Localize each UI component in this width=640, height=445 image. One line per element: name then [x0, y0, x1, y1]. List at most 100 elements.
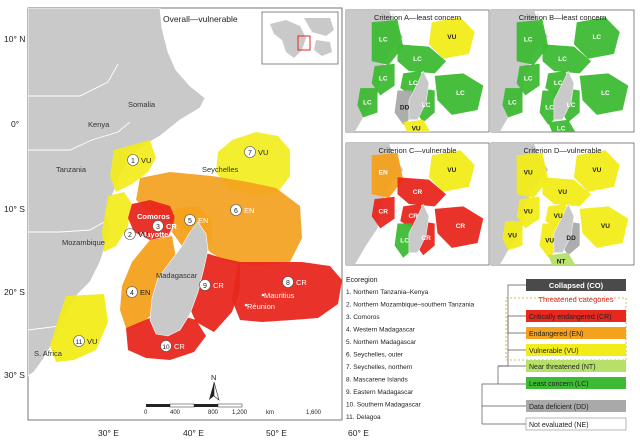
panel-c-label-3: VU: [447, 167, 456, 174]
lon-label-30e: 30° E: [98, 428, 119, 438]
panel-d-label-3: VU: [592, 167, 601, 174]
panel-a-region-10: [357, 88, 378, 118]
legend-label-ne: Not evaluated (NE): [529, 422, 589, 429]
criterion-panel-b: LC LC LC LC LC LC LC LC LC LC Criterion B—least co…: [490, 9, 635, 133]
panel-a-label-2: LC: [379, 75, 388, 82]
panel-a-label-10: LC: [363, 100, 372, 107]
svg-text:400: 400: [170, 410, 181, 416]
svg-text:1,600: 1,600: [306, 410, 322, 416]
criteria-panels: LC LC VU LC LC LC LC DD VU LC Criterion A—least co…: [345, 9, 635, 266]
panel-d-label-2: VU: [524, 208, 533, 215]
lon-label-60e: 60° E: [348, 428, 369, 438]
legend-swatch-co: [526, 279, 626, 291]
panel-b-region-3: [573, 17, 620, 59]
svg-text:7: 7: [248, 150, 252, 157]
criterion-panel-a: LC LC VU LC LC LC LC DD VU LC Criterion A—least co…: [345, 9, 490, 133]
legend-swatch-lc: [526, 377, 626, 389]
island-mauritius: Mauritius: [264, 291, 295, 300]
panel-b-label-1: LC: [524, 36, 533, 43]
madagascar-landmass: [408, 70, 430, 121]
panel-d-label-1: VU: [524, 169, 533, 176]
panel-b-region-1: [516, 19, 549, 65]
svg-text:VU: VU: [141, 156, 151, 165]
lat-label-30s: 30° S: [4, 370, 25, 380]
panel-c-region-3: [428, 150, 475, 192]
legend-label-nt: Near threatened (NT): [529, 364, 596, 371]
ecoregion-heading: Ecoregion: [346, 277, 378, 284]
panel-d-region-10: [502, 221, 523, 251]
svg-text:N: N: [211, 373, 216, 382]
legend-swatch-cr: [526, 310, 626, 322]
lat-label-20s: 20° S: [4, 287, 25, 297]
panel-c-region-1: [371, 152, 404, 198]
svg-text:1: 1: [131, 158, 135, 165]
svg-text:11: 11: [76, 339, 83, 346]
criterion-panel-c: EN CR VU CR CR CR CR LC Criterion C—vulnerable: [345, 142, 490, 266]
panel-d-region-2: [516, 196, 540, 229]
svg-text:9: 9: [203, 283, 207, 290]
panel-d-label-4: VU: [558, 189, 567, 196]
legend-swatch-ne: [525, 417, 627, 431]
panel-c-title: Criterion C—vulnerable: [379, 146, 457, 155]
panel-d-label-8: VU: [545, 238, 554, 245]
svg-text:CR: CR: [296, 278, 307, 287]
legend-threatened-heading: Threatened categories: [538, 295, 613, 304]
panel-a-region-2: [371, 63, 395, 96]
ecoregion-list-item: 7. Seychelles, northern: [346, 364, 413, 371]
svg-text:4: 4: [130, 290, 134, 297]
region-marker-11: 11 VU: [73, 335, 97, 347]
criterion-panel-d: VU VU VU VU VU VU DD VU NT VU Criterion D—vulnerab…: [490, 142, 635, 266]
region-marker-9: 9 CR: [199, 279, 224, 291]
region-marker-2: 2 VU: [124, 228, 148, 240]
panel-d-region-9: [548, 252, 576, 265]
svg-text:8: 8: [286, 280, 290, 287]
svg-text:CR: CR: [174, 342, 185, 351]
ecoregion-list-item: 4. Western Madagascar: [346, 327, 416, 334]
svg-text:0: 0: [144, 410, 148, 416]
legend-label-en: Endangered (EN): [529, 331, 583, 338]
legend-label-cr: Critically endangered (CR): [529, 314, 611, 321]
island-mayotte: Mayotte: [140, 230, 168, 239]
panel-d-label-10: VU: [508, 233, 517, 240]
svg-text:CR: CR: [213, 281, 224, 290]
panel-b-label-8: LC: [545, 105, 554, 112]
scale-bar: 0 400 800 1,200 1,600 km: [144, 403, 322, 416]
panel-c-region-2: [371, 196, 395, 229]
island-reunion: Réunion: [247, 302, 275, 311]
panel-b-region-10: [502, 88, 523, 118]
ecoregion-list-item: 5. Northern Madagascar: [346, 339, 417, 346]
region-6-en: [136, 172, 302, 266]
panel-b-region-9: [548, 119, 576, 132]
ecoregion-list-item: 2. Northern Mozambique–southern Tanzania: [346, 302, 475, 309]
border-kenya-tanzania: [28, 121, 131, 151]
panel-c-label-1: EN: [379, 169, 388, 176]
panel-a-label-7: LC: [422, 102, 431, 109]
svg-text:6: 6: [234, 208, 238, 215]
region-marker-3: 3 CR: [152, 220, 177, 232]
country-kenya: Kenya: [88, 120, 110, 129]
country-madagascar: Madagascar: [156, 271, 198, 280]
svg-text:800: 800: [208, 410, 219, 416]
region-10-cr: [126, 312, 206, 360]
ecoregion-list-item: 3. Comoros: [346, 314, 380, 321]
region-marker-6: 6 EN: [230, 204, 254, 216]
svg-text:CR: CR: [166, 222, 177, 231]
region-marker-7: 7 VU: [244, 146, 268, 158]
status-legend: Collapsed (CO) Threatened categories Cri…: [481, 279, 627, 431]
lat-label-10n: 10° N: [4, 34, 25, 44]
ecoregion-list-item: 6. Seychelles, outer: [346, 352, 404, 359]
panel-b-label-10: LC: [508, 100, 517, 107]
panel-c-label-2: CR: [379, 208, 389, 215]
panel-b-label-3: LC: [592, 34, 601, 41]
main-map-title: Overall—vulnerable: [163, 14, 238, 24]
panel-d-label-9: NT: [557, 258, 566, 265]
ecoregion-list-item: 11. Delagoa: [346, 414, 381, 421]
border-tanzania-mozambique: [28, 221, 105, 233]
legend-swatch-vu: [526, 344, 626, 356]
panel-a-label-9: VU: [412, 125, 421, 132]
panel-b-label-4: LC: [558, 56, 567, 63]
panel-d-region-1: [516, 152, 549, 198]
region-marker-1: 1 VU: [127, 154, 151, 166]
world-inset: [261, 11, 339, 65]
